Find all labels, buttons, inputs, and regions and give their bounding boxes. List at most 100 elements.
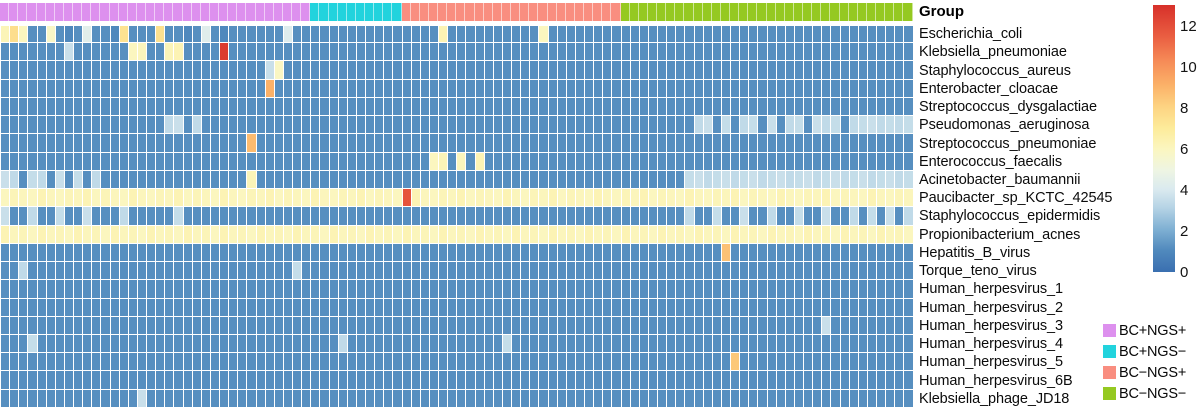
heatmap-cell[interactable] bbox=[694, 262, 704, 281]
heatmap-cell[interactable] bbox=[867, 371, 877, 390]
heatmap-cell[interactable] bbox=[703, 280, 713, 299]
heatmap-cell[interactable] bbox=[238, 170, 248, 190]
heatmap-cell[interactable] bbox=[247, 97, 257, 117]
heatmap-cell[interactable] bbox=[822, 334, 832, 354]
heatmap-cell[interactable] bbox=[639, 43, 649, 62]
heatmap-cell[interactable] bbox=[648, 116, 658, 135]
heatmap-cell[interactable] bbox=[37, 207, 47, 226]
heatmap-cell[interactable] bbox=[804, 316, 814, 335]
heatmap-cell[interactable] bbox=[594, 170, 604, 190]
heatmap-cell[interactable] bbox=[676, 353, 686, 372]
heatmap-cell[interactable] bbox=[393, 43, 403, 62]
heatmap-cell[interactable] bbox=[548, 25, 558, 44]
heatmap-cell[interactable] bbox=[512, 262, 522, 281]
heatmap-cell[interactable] bbox=[530, 334, 540, 354]
heatmap-cell[interactable] bbox=[867, 280, 877, 299]
heatmap-cell[interactable] bbox=[420, 280, 430, 299]
heatmap-cell[interactable] bbox=[685, 134, 695, 153]
heatmap-cell[interactable] bbox=[840, 97, 850, 117]
heatmap-cell[interactable] bbox=[658, 280, 668, 299]
heatmap-cell[interactable] bbox=[64, 280, 74, 299]
heatmap-cell[interactable] bbox=[10, 225, 20, 244]
heatmap-cell[interactable] bbox=[831, 61, 841, 80]
heatmap-cell[interactable] bbox=[64, 207, 74, 226]
heatmap-cell[interactable] bbox=[302, 262, 312, 281]
heatmap-cell[interactable] bbox=[603, 262, 613, 281]
heatmap-cell[interactable] bbox=[512, 79, 522, 98]
heatmap-cell[interactable] bbox=[758, 61, 768, 80]
heatmap-cell[interactable] bbox=[101, 189, 111, 208]
heatmap-cell[interactable] bbox=[904, 116, 914, 135]
heatmap-cell[interactable] bbox=[274, 189, 284, 208]
heatmap-cell[interactable] bbox=[64, 79, 74, 98]
heatmap-cell[interactable] bbox=[92, 61, 102, 80]
heatmap-cell[interactable] bbox=[612, 280, 622, 299]
heatmap-cell[interactable] bbox=[822, 316, 832, 335]
heatmap-cell[interactable] bbox=[767, 316, 777, 335]
heatmap-cell[interactable] bbox=[466, 353, 476, 372]
heatmap-cell[interactable] bbox=[110, 79, 120, 98]
heatmap-cell[interactable] bbox=[119, 298, 129, 317]
heatmap-cell[interactable] bbox=[740, 262, 750, 281]
heatmap-cell[interactable] bbox=[238, 116, 248, 135]
heatmap-cell[interactable] bbox=[831, 134, 841, 153]
heatmap-cell[interactable] bbox=[274, 298, 284, 317]
heatmap-cell[interactable] bbox=[256, 225, 266, 244]
heatmap-cell[interactable] bbox=[210, 225, 220, 244]
heatmap-cell[interactable] bbox=[46, 353, 56, 372]
heatmap-cell[interactable] bbox=[630, 334, 640, 354]
heatmap-cell[interactable] bbox=[366, 243, 376, 263]
heatmap-cell[interactable] bbox=[64, 389, 74, 408]
heatmap-cell[interactable] bbox=[758, 316, 768, 335]
heatmap-cell[interactable] bbox=[347, 152, 357, 171]
heatmap-cell[interactable] bbox=[603, 189, 613, 208]
heatmap-cell[interactable] bbox=[83, 116, 93, 135]
heatmap-cell[interactable] bbox=[302, 353, 312, 372]
heatmap-cell[interactable] bbox=[274, 97, 284, 117]
heatmap-cell[interactable] bbox=[776, 61, 786, 80]
heatmap-cell[interactable] bbox=[238, 389, 248, 408]
heatmap-cell[interactable] bbox=[229, 79, 239, 98]
heatmap-cell[interactable] bbox=[37, 262, 47, 281]
heatmap-cell[interactable] bbox=[867, 61, 877, 80]
heatmap-cell[interactable] bbox=[366, 280, 376, 299]
heatmap-cell[interactable] bbox=[411, 389, 421, 408]
heatmap-cell[interactable] bbox=[19, 225, 29, 244]
heatmap-cell[interactable] bbox=[439, 334, 449, 354]
heatmap-cell[interactable] bbox=[92, 334, 102, 354]
heatmap-cell[interactable] bbox=[156, 298, 166, 317]
heatmap-cell[interactable] bbox=[37, 116, 47, 135]
heatmap-cell[interactable] bbox=[366, 189, 376, 208]
heatmap-cell[interactable] bbox=[512, 243, 522, 263]
heatmap-cell[interactable] bbox=[0, 334, 11, 354]
heatmap-cell[interactable] bbox=[110, 225, 120, 244]
heatmap-cell[interactable] bbox=[858, 152, 868, 171]
heatmap-cell[interactable] bbox=[64, 61, 74, 80]
heatmap-cell[interactable] bbox=[475, 134, 485, 153]
heatmap-cell[interactable] bbox=[712, 280, 722, 299]
heatmap-cell[interactable] bbox=[10, 371, 20, 390]
heatmap-cell[interactable] bbox=[83, 207, 93, 226]
heatmap-cell[interactable] bbox=[165, 61, 175, 80]
heatmap-cell[interactable] bbox=[165, 79, 175, 98]
heatmap-cell[interactable] bbox=[867, 207, 877, 226]
heatmap-cell[interactable] bbox=[247, 61, 257, 80]
heatmap-cell[interactable] bbox=[804, 298, 814, 317]
heatmap-cell[interactable] bbox=[630, 116, 640, 135]
heatmap-cell[interactable] bbox=[247, 298, 257, 317]
heatmap-cell[interactable] bbox=[320, 371, 330, 390]
heatmap-cell[interactable] bbox=[721, 61, 731, 80]
heatmap-cell[interactable] bbox=[694, 116, 704, 135]
heatmap-cell[interactable] bbox=[0, 134, 11, 153]
heatmap-cell[interactable] bbox=[475, 116, 485, 135]
heatmap-cell[interactable] bbox=[229, 243, 239, 263]
heatmap-cell[interactable] bbox=[165, 170, 175, 190]
heatmap-cell[interactable] bbox=[776, 262, 786, 281]
heatmap-cell[interactable] bbox=[10, 43, 20, 62]
heatmap-cell[interactable] bbox=[776, 389, 786, 408]
heatmap-cell[interactable] bbox=[466, 43, 476, 62]
heatmap-cell[interactable] bbox=[302, 61, 312, 80]
heatmap-cell[interactable] bbox=[46, 280, 56, 299]
heatmap-cell[interactable] bbox=[785, 353, 795, 372]
heatmap-cell[interactable] bbox=[283, 243, 293, 263]
